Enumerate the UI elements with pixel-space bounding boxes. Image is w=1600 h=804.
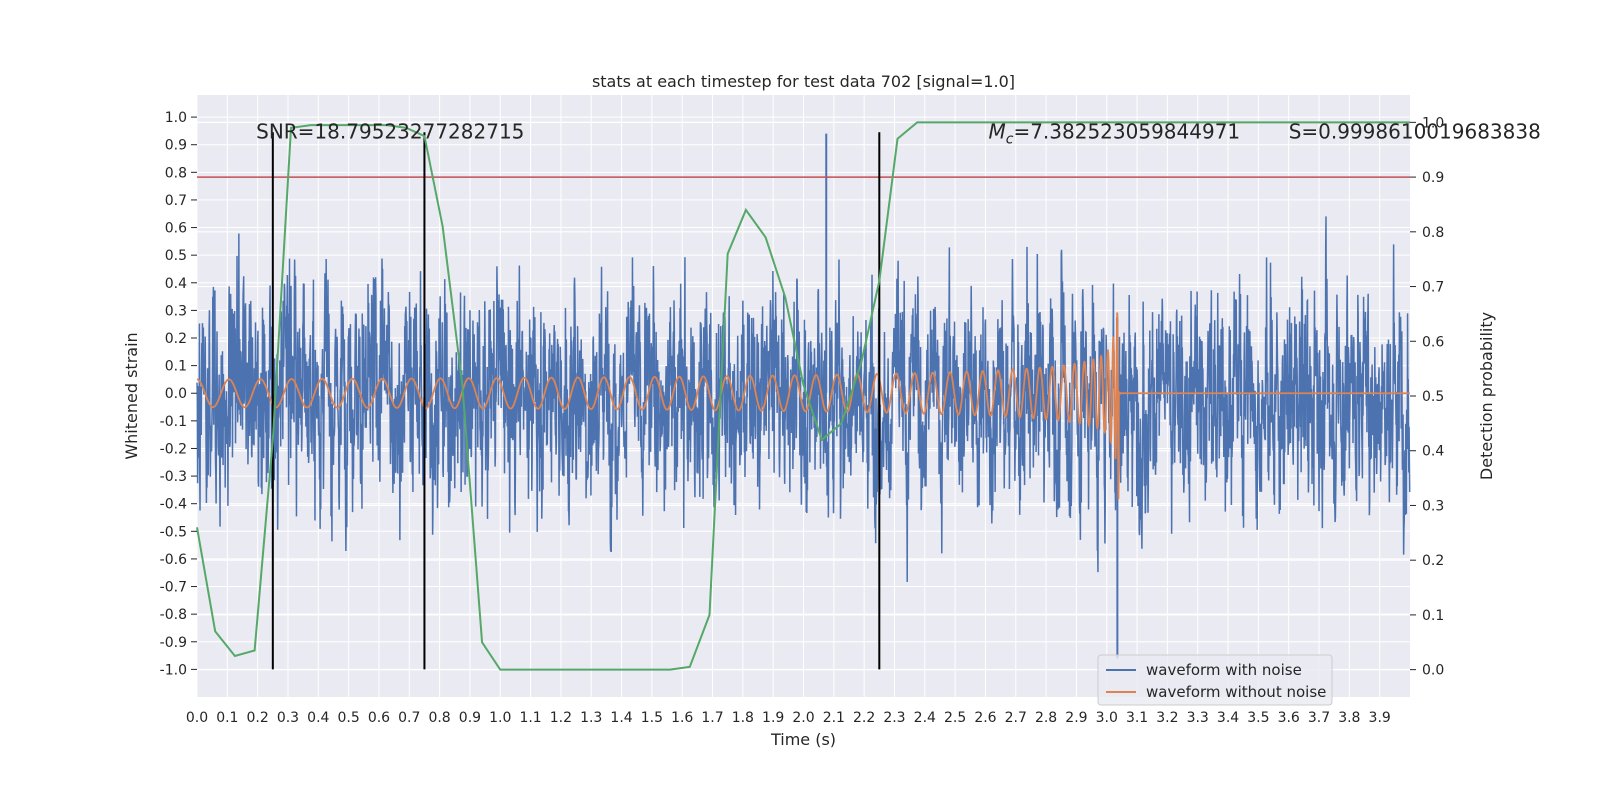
y-tick-label: 0.8 xyxy=(165,165,187,181)
y2-axis-label: Detection probability xyxy=(1477,312,1496,480)
axes: 0.0 0.1 0.2 0.3 0.4 0.5 0.6 0.7 0.8 0.9 1.0 1.1 1.2 1… xyxy=(160,110,1445,726)
y2-tick-label: 0.6 xyxy=(1422,334,1444,350)
y-tick-label: 1.0 xyxy=(165,110,187,126)
legend-label-noisy: waveform with noise xyxy=(1146,661,1302,679)
y2-tick-label: 1.0 xyxy=(1422,115,1444,131)
x-tick-label: 3.4 xyxy=(1217,710,1239,726)
y2-tick-label: 0.7 xyxy=(1422,280,1444,296)
y-tick-label: -1.0 xyxy=(160,662,187,678)
y-tick-label: 0.7 xyxy=(165,193,187,209)
x-tick-label: 1.1 xyxy=(519,710,541,726)
x-tick-label: 0.0 xyxy=(186,710,208,726)
y-tick-label: 0.2 xyxy=(165,331,187,347)
y2-tick-label: 0.8 xyxy=(1422,225,1444,241)
x-tick-label: 0.7 xyxy=(398,710,420,726)
legend-label-clean: waveform without noise xyxy=(1146,683,1326,701)
mc-symbol: M xyxy=(988,119,1005,143)
x-tick-label: 2.6 xyxy=(974,710,996,726)
x-tick-label: 3.1 xyxy=(1126,710,1148,726)
y-tick-label: -0.4 xyxy=(160,497,187,513)
y2-tick-label: 0.9 xyxy=(1422,170,1444,186)
clean-waveform-line xyxy=(196,312,1410,500)
x-tick-label: 2.5 xyxy=(944,710,966,726)
x-tick-label: 3.7 xyxy=(1308,710,1330,726)
y-tick-label: 0.5 xyxy=(165,248,187,264)
y2-tick-label: 0.3 xyxy=(1422,498,1444,514)
x-tick-label: 3.9 xyxy=(1369,710,1391,726)
y-tick-label: -0.3 xyxy=(160,469,187,485)
y2-tick-label: 0.1 xyxy=(1422,608,1444,624)
chart-title: stats at each timestep for test data 702… xyxy=(592,72,1015,91)
y-tick-label: -0.2 xyxy=(160,441,187,457)
data-layer xyxy=(196,121,1411,671)
x-tick-label: 0.2 xyxy=(247,710,269,726)
y-tick-label: -0.1 xyxy=(160,414,187,430)
y2-tick-label: 0.5 xyxy=(1422,389,1444,405)
x-tick-label: 0.1 xyxy=(216,710,238,726)
y-tick-label: -0.7 xyxy=(160,580,187,596)
y-tick-label: -0.5 xyxy=(160,524,187,540)
y-tick-label: -0.8 xyxy=(160,607,187,623)
y-tick-label: -0.9 xyxy=(160,635,187,651)
y2-tick-label: 0.0 xyxy=(1422,663,1444,679)
x-tick-label: 1.6 xyxy=(671,710,693,726)
x-tick-label: 1.4 xyxy=(610,710,632,726)
mc-value: =7.382523059844971 xyxy=(1013,119,1240,143)
x-tick-label: 2.1 xyxy=(823,710,845,726)
mc-subscript: c xyxy=(1006,131,1014,147)
legend: waveform with noise waveform without noi… xyxy=(1097,654,1333,706)
legend-box xyxy=(1097,654,1333,706)
x-axis-label: Time (s) xyxy=(770,730,836,749)
x-tick-label: 2.8 xyxy=(1035,710,1057,726)
x-tick-label: 2.4 xyxy=(914,710,936,726)
x-tick-label: 2.0 xyxy=(792,710,814,726)
x-tick-label: 0.4 xyxy=(307,710,329,726)
y-tick-label: 0.4 xyxy=(165,276,187,292)
x-tick-label: 0.3 xyxy=(277,710,299,726)
x-tick-label: 2.9 xyxy=(1065,710,1087,726)
y-axis-label: Whitened strain xyxy=(122,332,141,459)
x-tick-label: 3.3 xyxy=(1187,710,1209,726)
x-tick-label: 3.0 xyxy=(1096,710,1118,726)
y-tick-label: 0.1 xyxy=(165,359,187,375)
x-tick-label: 0.5 xyxy=(337,710,359,726)
y2-tick-label: 0.2 xyxy=(1422,553,1444,569)
x-tick-label: 2.7 xyxy=(1005,710,1027,726)
x-tick-label: 3.5 xyxy=(1247,710,1269,726)
x-tick-label: 1.3 xyxy=(580,710,602,726)
x-tick-label: 3.2 xyxy=(1156,710,1178,726)
x-tick-label: 0.9 xyxy=(459,710,481,726)
y-tick-label: 0.3 xyxy=(165,303,187,319)
x-tick-label: 1.2 xyxy=(550,710,572,726)
x-tick-label: 0.8 xyxy=(428,710,450,726)
x-tick-label: 3.6 xyxy=(1278,710,1300,726)
s-annotation: S=0.9998610019683838 xyxy=(1289,119,1541,143)
x-tick-label: 1.5 xyxy=(641,710,663,726)
y2-tick-label: 0.4 xyxy=(1422,444,1444,460)
x-tick-label: 3.8 xyxy=(1338,710,1360,726)
chirp-mass-annotation: Mc=7.382523059844971 xyxy=(988,119,1240,147)
y-tick-label: 0.0 xyxy=(165,386,187,402)
x-tick-label: 1.8 xyxy=(732,710,754,726)
y-tick-label: -0.6 xyxy=(160,552,187,568)
y-tick-label: 0.9 xyxy=(165,138,187,154)
noisy-waveform-line xyxy=(196,216,1411,582)
detection-probability-line xyxy=(196,121,1410,671)
x-tick-label: 1.7 xyxy=(701,710,723,726)
x-tick-label: 0.6 xyxy=(368,710,390,726)
x-tick-label: 2.3 xyxy=(883,710,905,726)
snr-annotation: SNR=18.79523277282715 xyxy=(256,119,524,143)
x-tick-label: 1.9 xyxy=(762,710,784,726)
y-tick-label: 0.6 xyxy=(165,221,187,237)
x-tick-label: 2.2 xyxy=(853,710,875,726)
x-tick-label: 1.0 xyxy=(489,710,511,726)
